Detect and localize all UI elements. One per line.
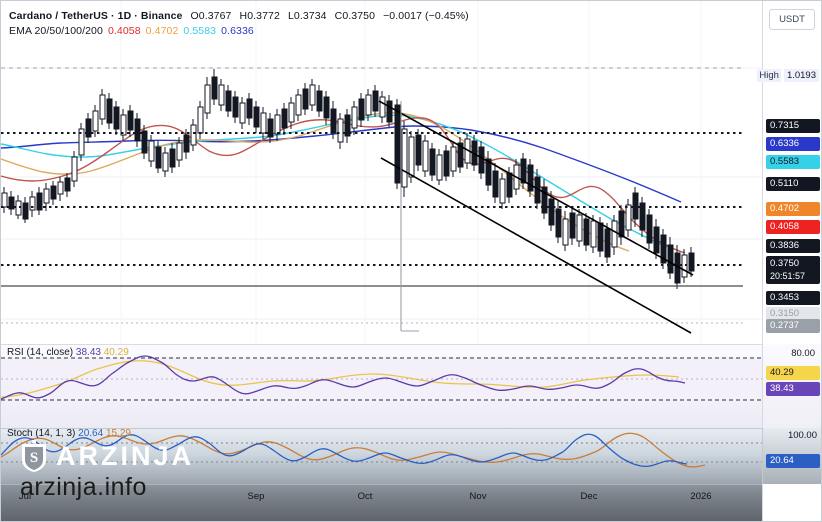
- stoch-k-tag: 20.64: [766, 454, 820, 468]
- current-price-value: 0.3750: [770, 258, 800, 269]
- bar-countdown: 20:51:57: [770, 271, 806, 281]
- time-tick-Nov: Nov: [469, 491, 487, 502]
- price-tag-0.3453: 0.3453: [766, 291, 820, 305]
- ema-legend-label[interactable]: EMA 20/50/100/200: [9, 25, 103, 37]
- high-value: 1.0193: [783, 69, 819, 82]
- time-axis[interactable]: Jul Sep Oct Nov Dec 2026: [1, 484, 821, 521]
- price-tag-0.5110: 0.5110: [766, 177, 820, 191]
- stoch-axis-top: 100.00: [787, 430, 817, 441]
- price-change: −0.0017 (−0.45%): [383, 10, 469, 22]
- rsi-value-tag: 38.43: [766, 382, 820, 396]
- price-gridlines: [1, 67, 763, 320]
- high-label: High: [757, 69, 781, 82]
- price-tag-0.4702: 0.4702: [766, 202, 820, 216]
- rsi-chart-svg: [1, 355, 763, 401]
- stoch-legend-k-value: 20.64: [78, 428, 104, 439]
- price-tag-0.3836: 0.3836: [766, 239, 820, 253]
- symbol-ohlc-row: Cardano / TetherUS · 1D · Binance O0.376…: [9, 9, 469, 24]
- price-pane[interactable]: [1, 1, 763, 344]
- price-vertical-gridlines: [120, 1, 702, 344]
- time-tick-Dec: Dec: [580, 491, 598, 502]
- stoch-chart-svg: [1, 432, 763, 468]
- currency-badge[interactable]: USDT: [769, 9, 815, 30]
- time-tick-Oct: Oct: [357, 491, 373, 502]
- ohlc-open: O0.3767: [190, 10, 232, 22]
- price-tag-0.5583: 0.5583: [766, 155, 820, 169]
- rsi-pane[interactable]: RSI (14, close) 38.43 40.29: [1, 344, 763, 429]
- descending-channel: [378, 100, 694, 334]
- high-label-group: High 1.0193: [757, 68, 819, 83]
- stoch-legend-label[interactable]: Stoch (14, 1, 3): [7, 428, 76, 439]
- stoch-legend-d-value: 15.29: [105, 428, 131, 439]
- symbol-title[interactable]: Cardano / TetherUS · 1D · Binance: [9, 10, 183, 22]
- stoch-level-lines: [1, 442, 763, 463]
- rsi-ma-tag: 40.29: [766, 366, 820, 380]
- channel-upper-trendline: [378, 100, 694, 276]
- time-tick-Jul: Jul: [18, 491, 32, 502]
- rsi-legend-ma-value: 40.29: [103, 347, 129, 358]
- ohlc-low: L0.3734: [287, 10, 327, 22]
- stoch-k-line: [1, 433, 688, 468]
- ema50-value: 0.4702: [145, 25, 179, 37]
- stoch-pane[interactable]: Stoch (14, 1, 3) 20.64 15.29: [1, 428, 763, 485]
- chart-legend: Cardano / TetherUS · 1D · Binance O0.376…: [9, 9, 469, 39]
- stoch-axis[interactable]: 100.00 20.64: [762, 428, 821, 484]
- rsi-line: [1, 355, 686, 400]
- stoch-legend: Stoch (14, 1, 3) 20.64 15.29: [7, 428, 131, 439]
- time-tick-2026: 2026: [690, 491, 712, 502]
- ema20-line: [1, 117, 686, 254]
- rsi-legend-value: 38.43: [75, 347, 101, 358]
- price-tag-0.2737: 0.2737: [766, 319, 820, 333]
- rsi-level-lines: [1, 357, 763, 401]
- price-tag-0.3150: 0.3150: [766, 307, 820, 321]
- time-tick-Sep: Sep: [247, 491, 265, 502]
- stoch-d-line: [1, 432, 706, 468]
- current-price-tag[interactable]: 0.3750 20:51:57: [766, 256, 820, 284]
- price-tag-0.4058: 0.4058: [766, 220, 820, 234]
- channel-lower-trendline: [380, 157, 692, 334]
- ema-legend-row: EMA 20/50/100/200 0.4058 0.4702 0.5583 0.633…: [9, 24, 469, 39]
- rsi-legend-label[interactable]: RSI (14, close): [7, 347, 74, 358]
- rsi-legend: RSI (14, close) 38.43 40.29: [7, 347, 129, 358]
- price-chart-svg: [1, 1, 763, 344]
- rsi-axis[interactable]: 80.00 40.29 38.43: [762, 344, 821, 428]
- ema200-value: 0.6336: [221, 25, 254, 37]
- price-level-lines: [1, 132, 743, 266]
- candlestick-series: [1, 69, 695, 289]
- rsi-axis-top: 80.00: [791, 348, 815, 359]
- ohlc-close: C0.3750: [334, 10, 376, 22]
- ema20-value: 0.4058: [107, 25, 141, 37]
- price-tag-0.7315: 0.7315: [766, 119, 820, 133]
- ema100-value: 0.5583: [183, 25, 217, 37]
- price-tag-0.6336: 0.6336: [766, 137, 820, 151]
- ohlc-high: H0.3772: [239, 10, 280, 22]
- rsi-ma-line: [1, 360, 680, 398]
